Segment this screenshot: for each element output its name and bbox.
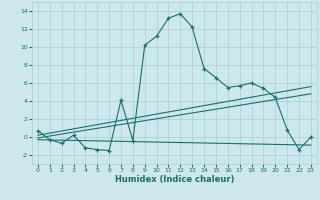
X-axis label: Humidex (Indice chaleur): Humidex (Indice chaleur) xyxy=(115,175,234,184)
